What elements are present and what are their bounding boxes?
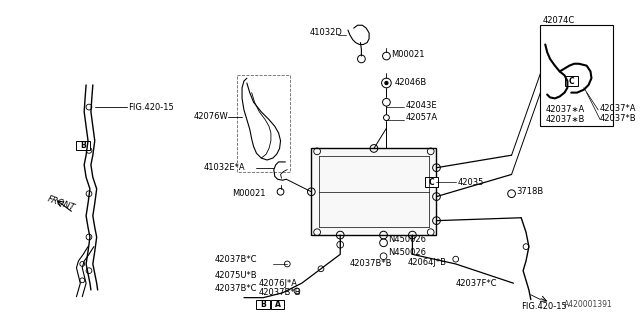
Text: FRONT: FRONT (46, 194, 76, 212)
Text: 42037∗B: 42037∗B (545, 115, 584, 124)
Text: 42035: 42035 (458, 178, 484, 187)
Text: FIG.420-15: FIG.420-15 (521, 302, 567, 311)
Text: 42037F*C: 42037F*C (456, 279, 497, 288)
Text: 42046B: 42046B (394, 78, 426, 87)
Text: 42075U*B: 42075U*B (215, 271, 258, 280)
Bar (564, 76, 578, 86)
Bar (76, 141, 90, 150)
Text: 42057A: 42057A (406, 113, 438, 122)
Bar (540, 25, 612, 126)
Text: M00021: M00021 (391, 50, 425, 59)
Text: A: A (275, 300, 280, 309)
Text: 41032D: 41032D (309, 28, 342, 37)
Text: B: B (81, 141, 86, 150)
Text: 42043E: 42043E (406, 100, 437, 110)
Circle shape (385, 82, 388, 84)
Text: 42037B*C: 42037B*C (215, 284, 257, 292)
Text: 3718B: 3718B (516, 187, 543, 196)
Text: 41032E*A: 41032E*A (204, 163, 245, 172)
Text: 42074C: 42074C (542, 16, 575, 25)
Text: 42037∗A: 42037∗A (545, 106, 584, 115)
Bar (271, 300, 284, 309)
Text: 42037B*B: 42037B*B (259, 288, 301, 297)
Text: 42037*A: 42037*A (600, 105, 637, 114)
Bar (425, 177, 438, 187)
Text: 42037*B: 42037*B (600, 114, 637, 123)
Text: FIG.420-15: FIG.420-15 (129, 102, 174, 112)
Bar (311, 148, 436, 235)
Text: N450026: N450026 (388, 236, 426, 244)
Text: N450026: N450026 (388, 248, 426, 257)
Text: A420001391: A420001391 (564, 300, 612, 309)
Text: 42076J*A: 42076J*A (259, 279, 298, 288)
Text: 42037B*B: 42037B*B (350, 260, 392, 268)
Text: 42037B*C: 42037B*C (215, 255, 257, 264)
Text: C: C (429, 178, 435, 187)
Bar (257, 300, 270, 309)
Text: M00021: M00021 (232, 189, 266, 198)
Bar (237, 75, 290, 172)
Text: C: C (568, 76, 574, 85)
Text: B: B (260, 300, 266, 309)
Text: 42064J*B: 42064J*B (408, 258, 447, 267)
Text: 42076W: 42076W (194, 112, 228, 121)
